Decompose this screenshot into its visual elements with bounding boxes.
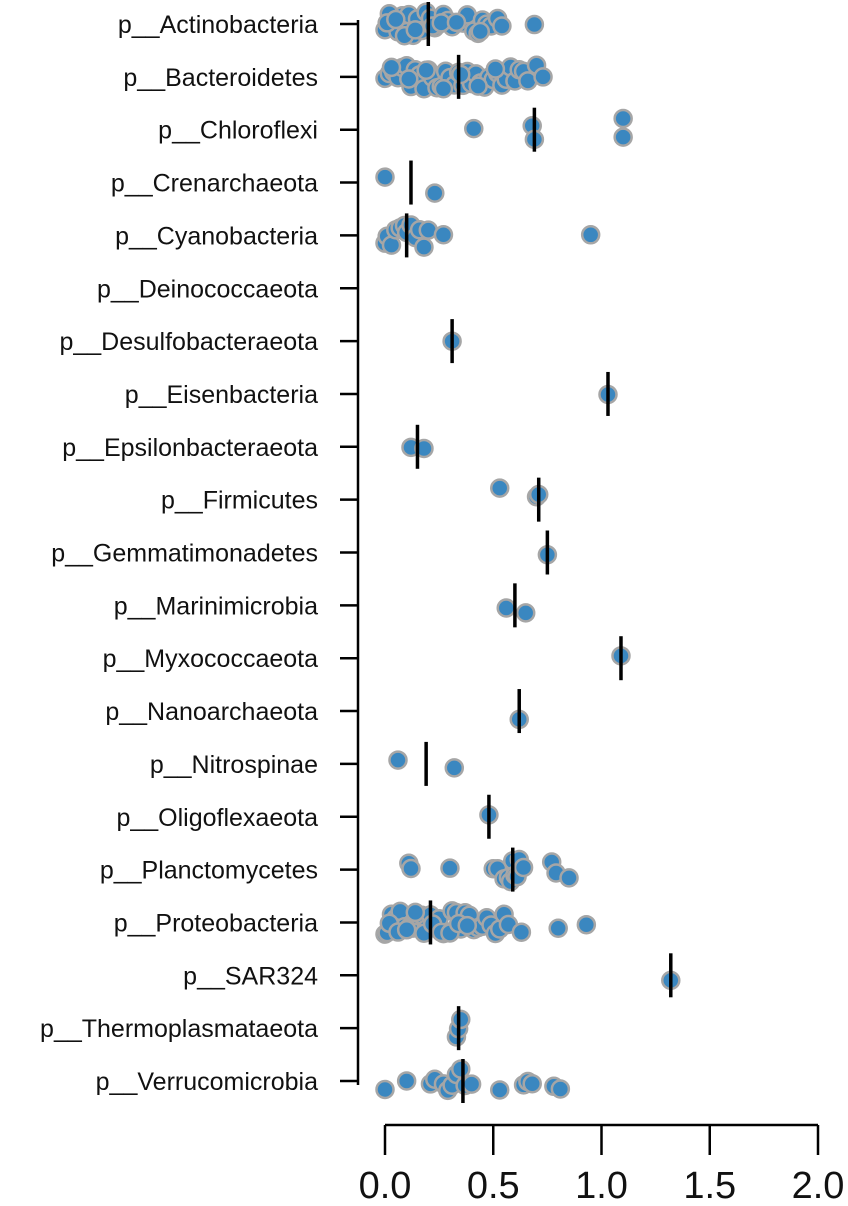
- y-tick-label: p__Marinimicrobia: [114, 592, 318, 620]
- data-point: [515, 603, 536, 623]
- data-point: [375, 1079, 395, 1100]
- y-tick-label: p__Firmicutes: [161, 487, 318, 515]
- data-point: [451, 1059, 471, 1079]
- data-point: [492, 16, 512, 36]
- y-tick-label: p__Crenarchaeota: [111, 170, 318, 198]
- data-point: [522, 1073, 542, 1094]
- data-point: [405, 902, 426, 923]
- data-point: [457, 915, 478, 936]
- data-point: [451, 64, 471, 85]
- data-point: [375, 167, 395, 187]
- data-point: [511, 922, 532, 942]
- data-point: [461, 1074, 482, 1094]
- data-point: [513, 857, 534, 878]
- data-point: [496, 598, 516, 618]
- x-tick-label: 1.5: [683, 1165, 736, 1206]
- data-point: [613, 127, 633, 147]
- data-point: [444, 758, 465, 778]
- data-point: [433, 224, 454, 245]
- y-tick-label: p__Chloroflexi: [158, 117, 318, 145]
- y-tick-label: p__Oligoflexaeota: [116, 804, 318, 832]
- y-tick-label: p__Actinobacteria: [118, 11, 318, 39]
- y-tick-label: p__Nitrospinae: [150, 751, 318, 779]
- data-point: [485, 59, 506, 79]
- y-tick-label: p__Planctomycetes: [100, 857, 318, 885]
- data-point: [381, 57, 402, 78]
- data-point: [386, 9, 406, 30]
- data-point: [451, 1009, 471, 1030]
- y-tick-label: p__Myxococcaeota: [103, 645, 319, 673]
- x-tick-label: 0.5: [467, 1165, 520, 1206]
- data-point: [414, 237, 434, 257]
- data-point: [396, 1071, 417, 1091]
- data-point: [559, 868, 579, 888]
- y-tick-label: p__Thermoplasmataeota: [40, 1015, 318, 1043]
- data-point: [489, 478, 510, 498]
- data-point: [440, 858, 460, 878]
- data-point: [405, 20, 426, 40]
- data-point: [464, 118, 484, 139]
- data-point: [425, 183, 445, 203]
- x-tick-label: 2.0: [792, 1165, 845, 1206]
- data-point: [489, 1080, 510, 1100]
- data-point: [396, 920, 417, 940]
- data-point: [446, 12, 467, 33]
- data-point: [433, 78, 454, 99]
- data-point: [388, 750, 408, 770]
- x-tick-label: 1.0: [575, 1165, 628, 1206]
- data-point: [468, 76, 488, 96]
- y-tick-label: p__Desulfobacteraeota: [59, 328, 318, 356]
- y-axis: p__Actinobacteria p__Bacteroidetes p__Chlo…: [40, 11, 360, 1096]
- data-point: [548, 918, 568, 938]
- x-axis: 0.0 0.5 1.0 1.5 2.0: [359, 1123, 845, 1206]
- y-tick-label: p__Epsilonbacteraeota: [62, 434, 318, 462]
- y-tick-label: p__Gemmatimonadetes: [51, 540, 318, 568]
- data-point: [580, 225, 601, 245]
- y-tick-label: p__Eisenbacteria: [125, 381, 318, 409]
- y-tick-label: p__Verrucomicrobia: [96, 1068, 318, 1096]
- y-tick-label: p__SAR324: [183, 962, 318, 990]
- data-point: [399, 69, 419, 89]
- data-point: [416, 60, 436, 80]
- x-tick-label: 0.0: [359, 1165, 412, 1206]
- data-point: [576, 914, 597, 935]
- y-tick-label: p__Nanoarchaeota: [105, 698, 318, 726]
- data-point: [613, 108, 633, 129]
- y-tick-label: p__Cyanobacteria: [115, 222, 318, 250]
- plot-area: [375, 2, 681, 1103]
- data-point: [401, 858, 421, 879]
- data-point: [550, 1079, 571, 1099]
- y-tick-label: p__Bacteroidetes: [123, 64, 318, 92]
- data-point: [470, 21, 491, 42]
- data-point: [533, 67, 553, 87]
- data-point: [414, 438, 434, 459]
- data-point: [524, 14, 545, 35]
- y-tick-label: p__Proteobacteria: [114, 909, 318, 937]
- y-tick-label: p__Deinococcaeota: [97, 275, 318, 303]
